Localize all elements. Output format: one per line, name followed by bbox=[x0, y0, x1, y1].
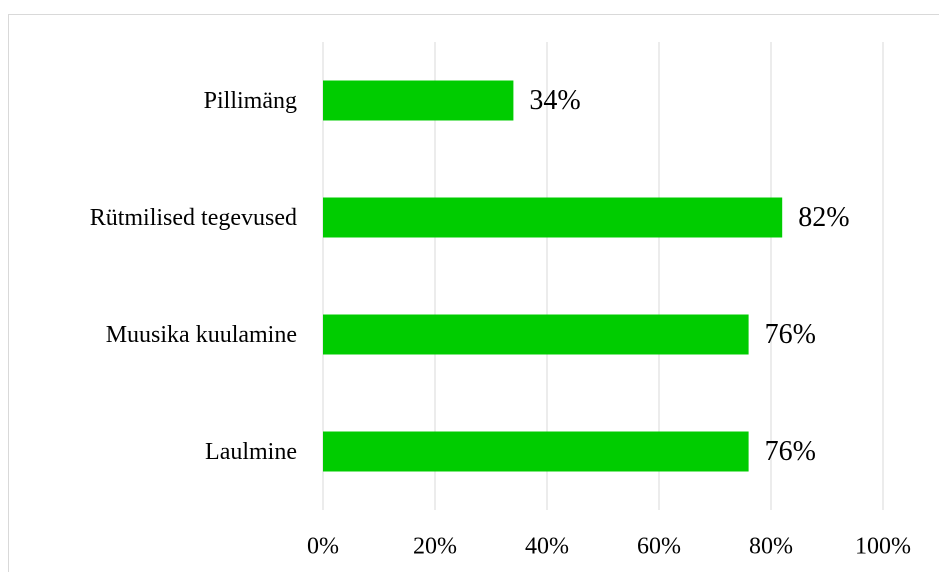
data-label: 76% bbox=[765, 436, 816, 467]
data-label: 82% bbox=[798, 202, 849, 233]
x-tick-label: 100% bbox=[855, 534, 911, 560]
y-tick-label: Rütmilised tegevused bbox=[90, 205, 297, 231]
x-tick-label: 40% bbox=[525, 534, 569, 560]
bar bbox=[323, 80, 514, 121]
bar bbox=[323, 431, 749, 472]
x-tick-label: 0% bbox=[307, 534, 339, 560]
bar bbox=[323, 197, 783, 238]
chart-frame bbox=[8, 14, 939, 572]
data-label: 34% bbox=[529, 85, 580, 116]
x-tick-label: 60% bbox=[637, 534, 681, 560]
x-tick-label: 80% bbox=[749, 534, 793, 560]
bar bbox=[323, 314, 749, 355]
y-tick-label: Pillimäng bbox=[204, 88, 297, 114]
data-label: 76% bbox=[765, 319, 816, 350]
y-tick-label: Laulmine bbox=[205, 439, 297, 465]
y-tick-label: Muusika kuulamine bbox=[106, 322, 297, 348]
x-tick-label: 20% bbox=[413, 534, 457, 560]
